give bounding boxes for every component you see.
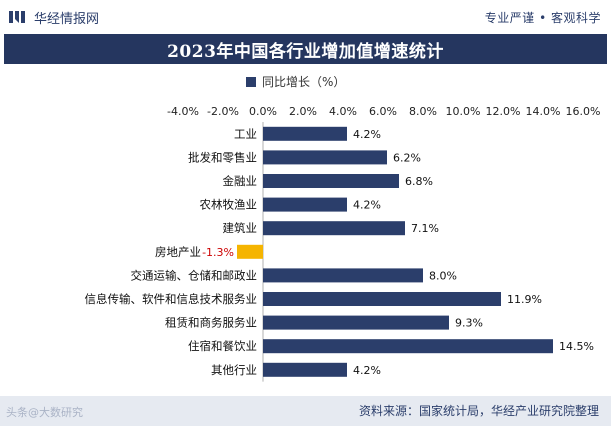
category-label: 租赁和商务服务业	[165, 316, 257, 330]
value-label: 4.2%	[353, 364, 381, 377]
x-tick-label: 12.0%	[486, 105, 521, 118]
category-label: 信息传输、软件和信息技术服务业	[85, 292, 258, 306]
value-label: 7.1%	[411, 222, 439, 235]
legend-label: 同比增长（%）	[262, 75, 345, 89]
value-label: 11.9%	[507, 293, 542, 306]
category-label: 工业	[234, 127, 257, 141]
slogan: 专业严谨 • 客观科学	[484, 10, 601, 25]
value-label: 14.5%	[559, 340, 594, 353]
value-label: -1.3%	[202, 246, 234, 259]
x-tick-label: -4.0%	[167, 105, 199, 118]
brand[interactable]: 华经情报网	[8, 8, 99, 27]
value-label: 6.8%	[405, 175, 433, 188]
x-tick-label: 6.0%	[369, 105, 397, 118]
value-label: 4.2%	[353, 128, 381, 141]
bar	[263, 292, 501, 306]
header: 华经情报网 专业严谨 • 客观科学	[0, 0, 611, 34]
category-label: 其他行业	[211, 363, 257, 377]
source-note: 资料来源：国家统计局，华经产业研究院整理	[358, 404, 599, 418]
category-label: 金融业	[223, 174, 258, 188]
x-tick-label: 14.0%	[526, 105, 561, 118]
value-label: 9.3%	[455, 317, 483, 330]
x-tick-label: 8.0%	[409, 105, 437, 118]
footer: 头条@大数研究 资料来源：国家统计局，华经产业研究院整理	[0, 396, 611, 426]
chart-title: 2023年中国各行业增加值增速统计	[4, 34, 607, 64]
bar	[263, 315, 449, 330]
x-tick-label: 0.0%	[249, 105, 277, 118]
x-tick-label: -2.0%	[207, 105, 239, 118]
bar	[263, 221, 405, 236]
hj-logo-icon	[9, 11, 25, 23]
x-tick-label: 10.0%	[446, 105, 481, 118]
category-label: 批发和零售业	[188, 150, 257, 164]
category-label: 住宿和餐饮业	[188, 339, 257, 353]
brand-name: 华经情报网	[34, 11, 100, 27]
bar	[263, 339, 553, 354]
x-tick-label: 16.0%	[566, 105, 601, 118]
bar	[263, 126, 347, 141]
category-label: 交通运输、仓储和邮政业	[131, 268, 258, 282]
bar	[263, 197, 347, 212]
bar-chart: 同比增长（%） -4.0% -2.0% 0.0% 2.0% 4.0% 6.0% 8.0% 10.…	[85, 75, 601, 382]
x-tick-label: 4.0%	[329, 105, 357, 118]
category-label: 农林牧渔业	[200, 198, 258, 212]
bar	[263, 174, 399, 188]
bar	[237, 244, 263, 259]
value-label: 4.2%	[353, 199, 381, 212]
category-label: 建筑业	[223, 221, 258, 235]
bar	[263, 150, 387, 165]
bar	[263, 362, 347, 377]
x-tick-label: 2.0%	[289, 105, 317, 118]
watermark-text: 头条@大数研究	[6, 406, 83, 419]
value-label: 6.2%	[393, 151, 421, 164]
category-label: 房地产业	[155, 245, 201, 259]
value-label: 8.0%	[429, 269, 457, 282]
bar	[263, 268, 423, 283]
legend-swatch	[246, 77, 256, 87]
